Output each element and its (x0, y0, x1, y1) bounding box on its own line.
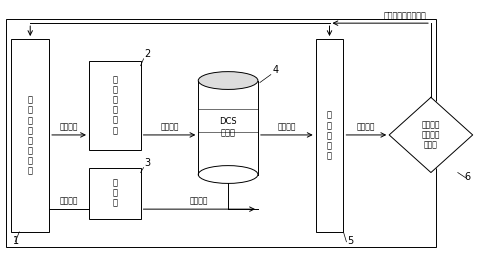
Text: 1: 1 (13, 236, 20, 246)
Text: 模型输入: 模型输入 (278, 122, 296, 131)
Ellipse shape (198, 72, 258, 89)
Bar (89, 168, 141, 219)
Text: 软
测
量
模
型: 软 测 量 模 型 (327, 111, 332, 160)
Text: 控
制
站: 控 制 站 (112, 179, 117, 208)
Text: 易测变量: 易测变量 (60, 122, 78, 131)
Polygon shape (389, 97, 473, 172)
Text: 易测变量: 易测变量 (160, 122, 179, 131)
Text: 2: 2 (144, 49, 151, 59)
Text: 丙
烯
聚
合
生
产
过
程: 丙 烯 聚 合 生 产 过 程 (28, 96, 33, 175)
Text: 4: 4 (273, 64, 279, 75)
Bar (316, 39, 344, 232)
Bar (89, 61, 141, 150)
Text: 熔融指数离线化验值: 熔融指数离线化验值 (383, 11, 426, 20)
Text: 操作变量: 操作变量 (190, 196, 208, 205)
Text: 5: 5 (347, 236, 354, 246)
Bar (11, 39, 49, 232)
Text: 3: 3 (144, 158, 151, 168)
Text: 操作变量: 操作变量 (60, 196, 78, 205)
Text: 模型输出: 模型输出 (357, 122, 376, 131)
Text: 6: 6 (465, 172, 471, 182)
Bar (6, 19, 436, 247)
Text: 现
场
智
能
仪
表: 现 场 智 能 仪 表 (112, 76, 117, 135)
Text: 熔融指数
软测量值
显示仪: 熔融指数 软测量值 显示仪 (422, 120, 440, 150)
Text: DCS
数据库: DCS 数据库 (219, 118, 237, 138)
Ellipse shape (198, 166, 258, 183)
